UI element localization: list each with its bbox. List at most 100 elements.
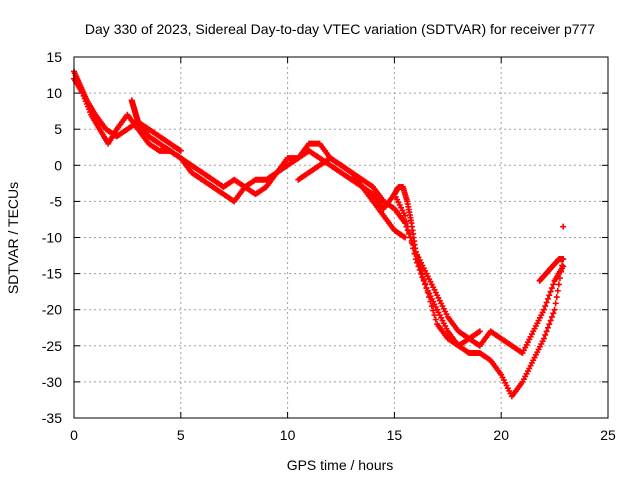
y-tick-label: 10 [46,85,62,101]
data-point-interp [553,294,560,301]
data-point-interp [544,295,551,302]
x-tick-label: 15 [387,427,403,443]
y-tick-label: -20 [42,302,62,318]
series-track-d [128,97,184,154]
data-point-interp [432,289,439,296]
y-tick-label: -15 [42,266,62,282]
y-tick-label: -10 [42,230,62,246]
series-track-f [536,256,567,284]
data-point-interp [432,303,439,310]
data-point [560,223,567,230]
data-point-interp [400,218,407,225]
data-point-interp [550,281,557,288]
data-point-interp [559,256,566,263]
data-point-interp [407,217,414,224]
data-point-interp [431,312,438,319]
data-point-interp [379,211,386,218]
y-tick-label: 0 [54,157,62,173]
data-point-interp [403,223,410,230]
series-track-a [71,68,567,400]
data-point-interp [475,329,482,336]
data-point-interp [95,124,102,131]
data-point-interp [426,294,433,301]
grid [74,57,608,418]
data-point-interp [432,316,439,323]
data-point-interp [91,109,98,116]
data-point-interp [400,210,407,217]
data-point-interp [539,309,546,316]
series-track-e [391,183,483,349]
data-point-interp [554,287,561,294]
data-point-interp [420,276,427,283]
x-axis-label: GPS time / hours [287,457,394,473]
data-point-interp [528,331,535,338]
data-point-interp [133,124,140,131]
x-tick-label: 10 [280,427,296,443]
data-point-interp [272,171,279,178]
x-tick-label: 0 [70,427,78,443]
data-point-interp [430,307,437,314]
data-point-interp [443,325,450,332]
data-point-interp [416,262,423,269]
data-point-interp [415,257,422,264]
series-isolated [560,223,567,230]
x-tick-label: 25 [600,427,616,443]
x-tick-label: 20 [493,427,509,443]
data-point [551,306,558,313]
y-tick-label: -5 [50,193,63,209]
data-point-interp [552,300,559,307]
data-point-interp [518,380,525,387]
data-point-interp [550,310,557,317]
data-point-interp [547,317,554,324]
data-point-interp [496,369,503,376]
data-point-interp [414,253,421,260]
data-point-interp [427,298,434,305]
data-point-interp [422,267,429,274]
data-point-interp [443,311,450,318]
data-point-interp [422,280,429,287]
data-point-interp [543,299,550,306]
data-point-interp [546,292,553,299]
data-point-interp [87,109,94,116]
data-point-interp [546,321,553,328]
y-axis-label: SDTVAR / TECUs [5,182,21,294]
data-point-interp [539,338,546,345]
y-tick-label: -35 [42,410,62,426]
y-tick-label: -30 [42,374,62,390]
y-tick-label: -25 [42,338,62,354]
data-point-interp [78,88,85,95]
data-point-interp [368,196,375,203]
x-tick-label: 5 [177,427,185,443]
data-point-interp [428,303,435,310]
series-track-b [71,75,409,241]
data-point-interp [555,281,562,288]
y-tick-label: 5 [54,121,62,137]
data-point-interp [412,245,419,252]
chart-title: Day 330 of 2023, Sidereal Day-to-day VTE… [85,21,595,37]
data-point-interp [548,285,555,292]
data-point-interp [547,288,554,295]
data-point [423,285,430,292]
data-point-interp [528,359,535,366]
data-point-interp [544,324,551,331]
data-point-interp [176,146,183,153]
axes [73,56,609,419]
data-point-interp [419,271,426,278]
y-tick-label: 15 [46,49,62,65]
plot-frame [73,56,609,419]
tick-labels: 0 5 10 15 20 25 15 10 5 0 -5 -10 -15 -20 -25 -30 -35 [42,49,616,443]
data-point-interp [542,303,549,310]
data-points [71,68,567,400]
data-point-interp [559,265,566,272]
data-point-interp [424,289,431,296]
data-point-interp [548,313,555,320]
data-point-interp [403,196,410,203]
data-point-interp [400,233,407,240]
data-point-interp [543,328,550,335]
data-point-interp [112,128,119,135]
data-point-interp [418,266,425,273]
series-track-c [295,155,567,357]
data-point-interp [358,182,365,189]
